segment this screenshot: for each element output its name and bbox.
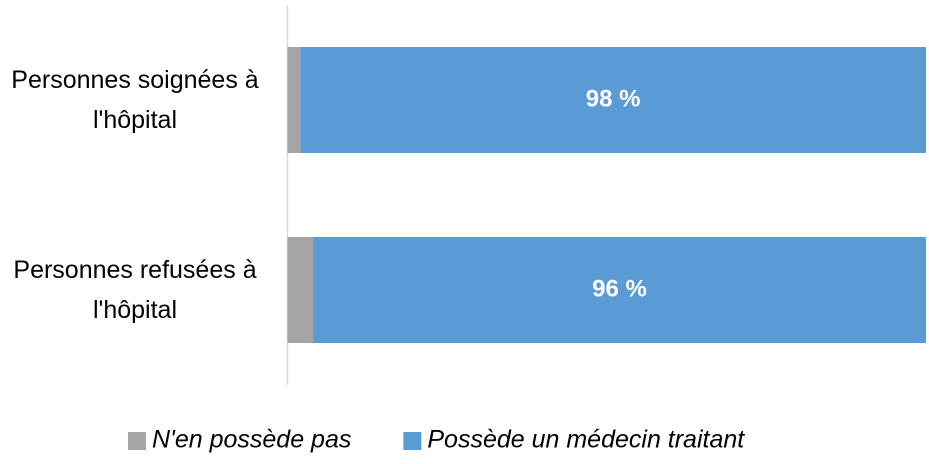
- legend-label: N'en possède pas: [152, 426, 351, 454]
- data-label: 98 %: [586, 85, 641, 112]
- bar-segment: [287, 47, 301, 153]
- legend-swatch: [128, 432, 146, 450]
- bar-segment: [313, 237, 926, 343]
- y-tick-label: Personnes refusées à l'hôpital: [13, 256, 257, 324]
- bar-segment: [300, 47, 926, 153]
- y-tick-label: Personnes soignées à l'hôpital: [11, 66, 259, 134]
- bar-segment: [287, 237, 314, 343]
- data-label: 96 %: [592, 275, 647, 302]
- legend-swatch: [403, 432, 422, 450]
- legend-label: Possède un médecin traitant: [427, 426, 745, 454]
